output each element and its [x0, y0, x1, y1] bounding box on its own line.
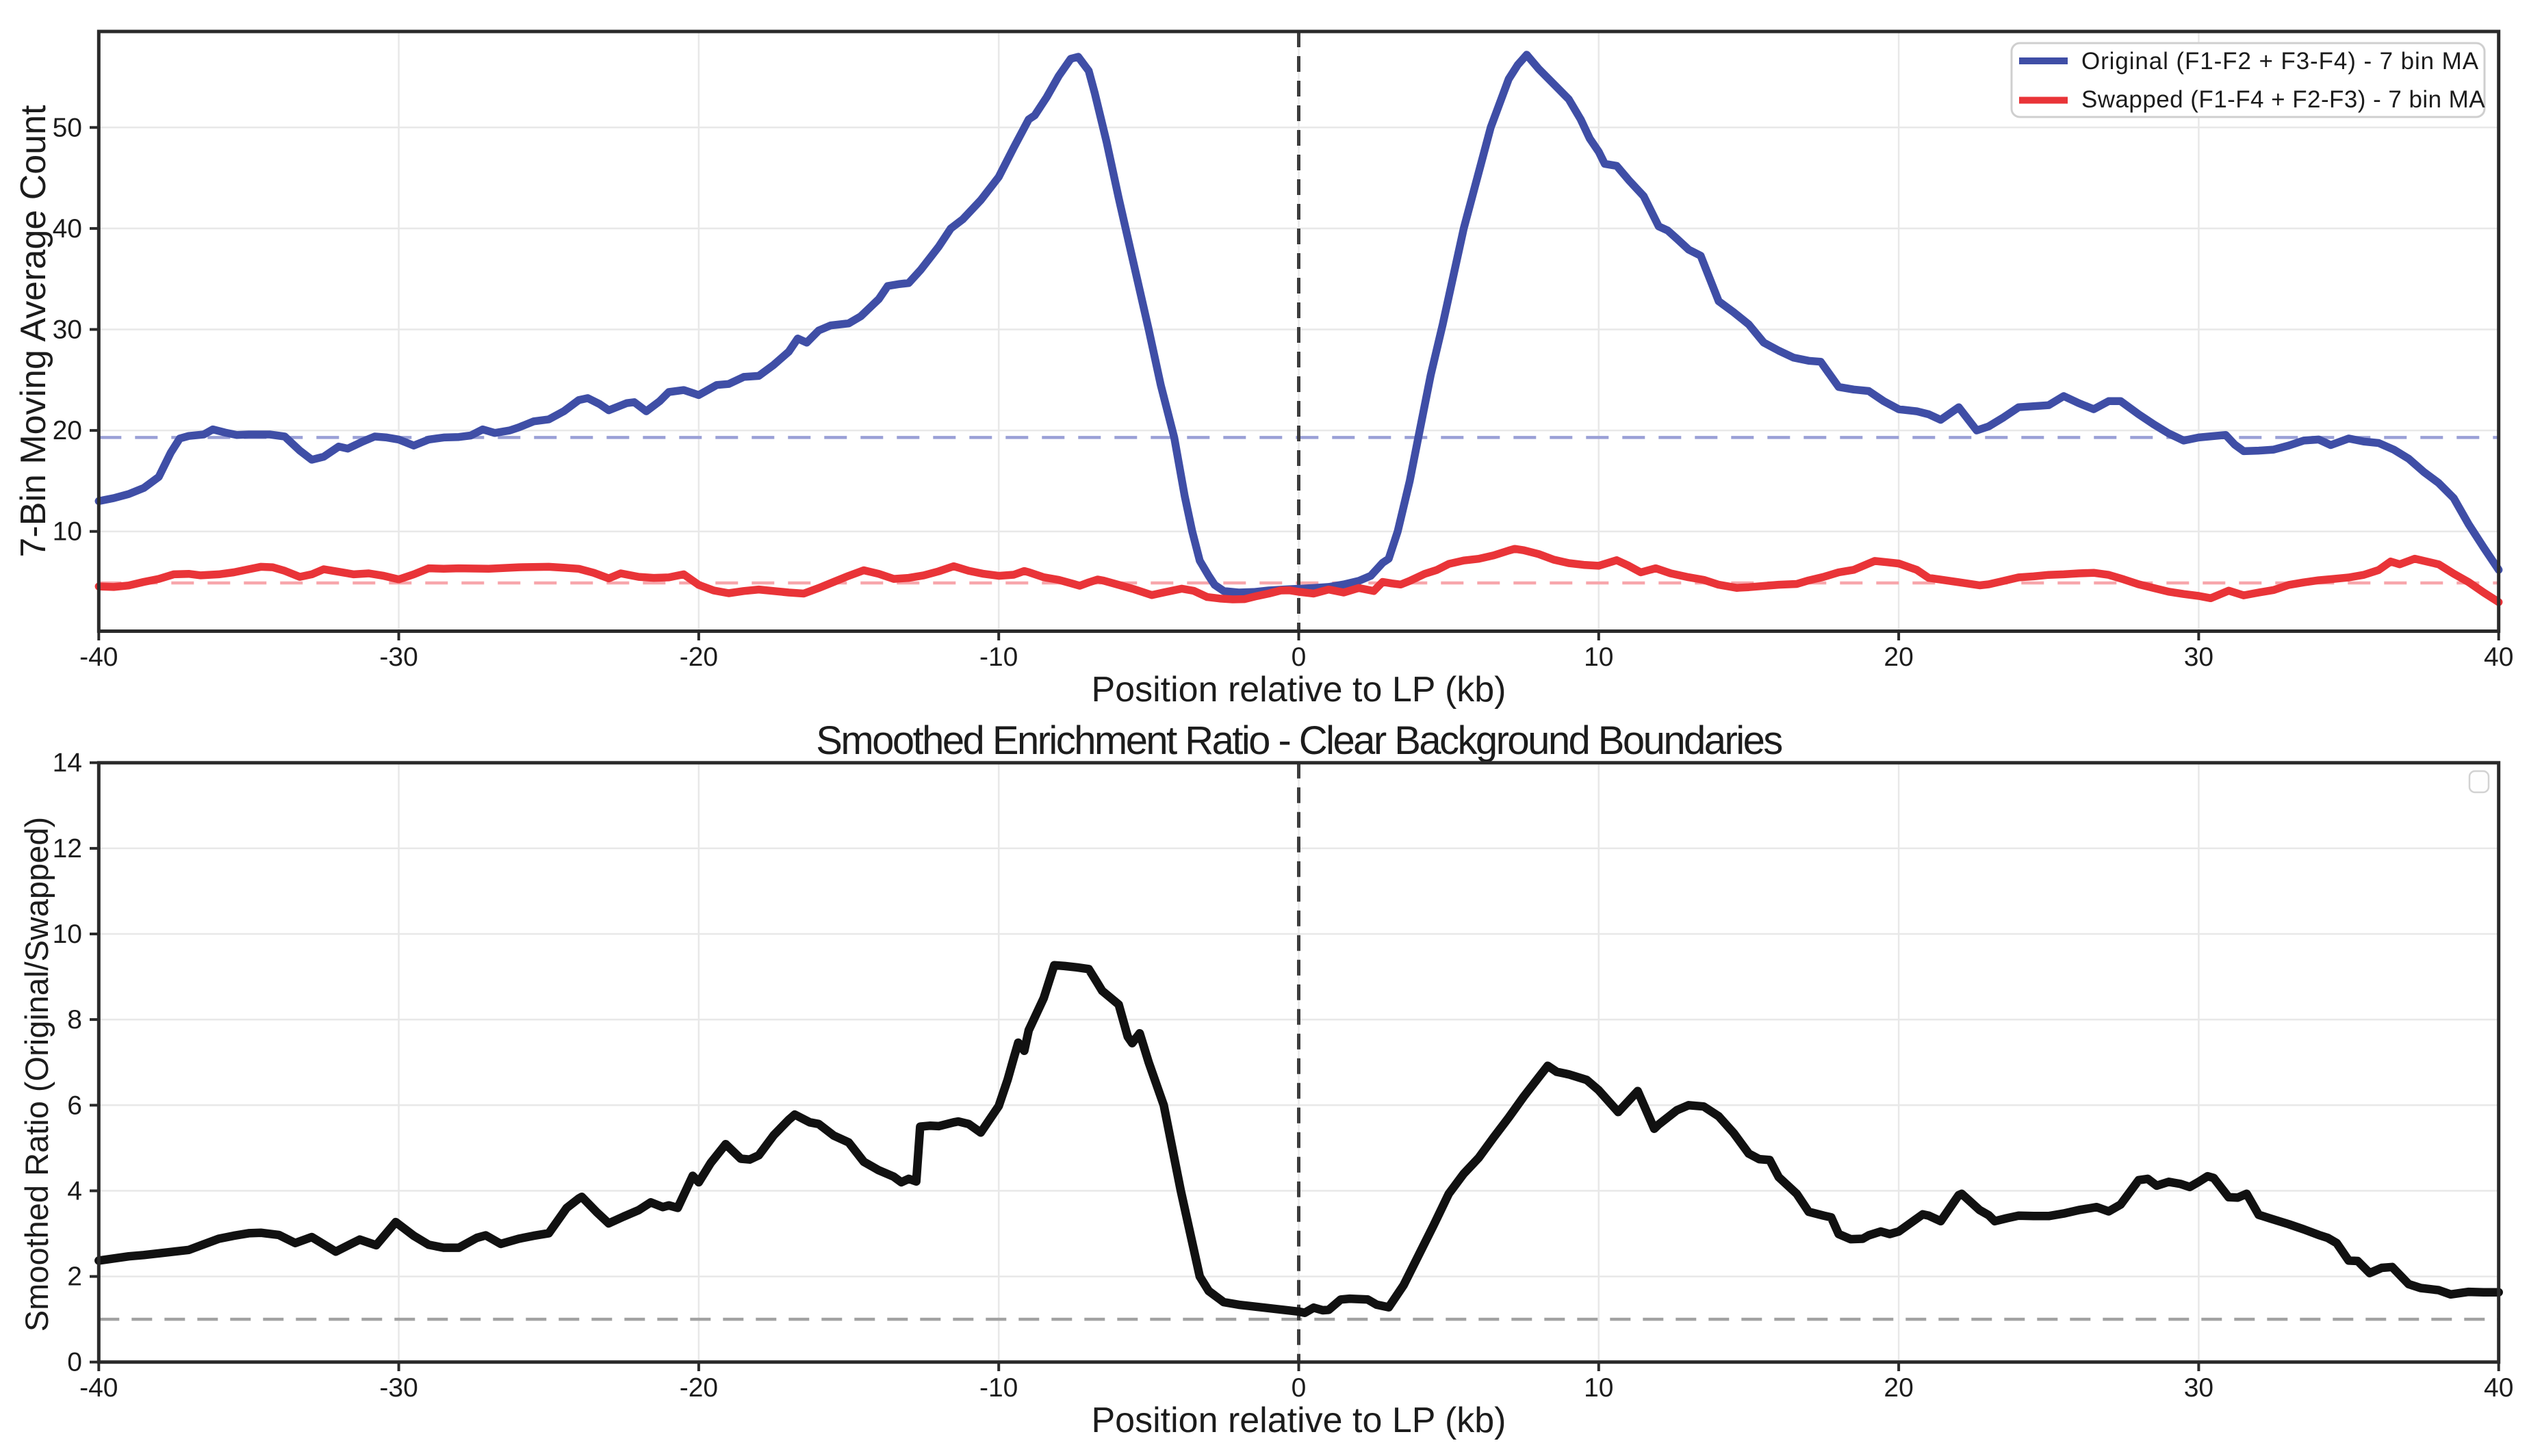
svg-text:8: 8	[67, 1005, 82, 1035]
svg-text:-40: -40	[79, 1373, 118, 1403]
svg-text:Swapped (F1-F4 + F2-F3) - 7 bi: Swapped (F1-F4 + F2-F3) - 7 bin MA	[2081, 86, 2485, 113]
svg-text:20: 20	[1884, 1373, 1913, 1403]
svg-text:Position relative to LP (kb): Position relative to LP (kb)	[1092, 1401, 1506, 1440]
svg-text:2: 2	[67, 1262, 82, 1292]
svg-text:30: 30	[2184, 642, 2213, 672]
svg-text:-40: -40	[79, 642, 118, 672]
svg-text:-30: -30	[379, 642, 418, 672]
svg-text:0: 0	[1292, 642, 1307, 672]
svg-text:10: 10	[1584, 642, 1613, 672]
svg-text:Original (F1-F2 + F3-F4) - 7 b: Original (F1-F2 + F3-F4) - 7 bin MA	[2081, 48, 2479, 75]
svg-text:30: 30	[53, 315, 82, 345]
svg-text:Smoothed Enrichment Ratio - Cl: Smoothed Enrichment Ratio - Clear Backgr…	[816, 718, 1782, 763]
svg-text:12: 12	[53, 834, 82, 863]
svg-text:Smoothed Ratio (Original/Swapp: Smoothed Ratio (Original/Swapped)	[18, 817, 55, 1331]
svg-text:0: 0	[1292, 1373, 1307, 1403]
svg-text:10: 10	[53, 517, 82, 547]
svg-text:-10: -10	[979, 642, 1018, 672]
svg-text:4: 4	[67, 1176, 82, 1206]
svg-text:-10: -10	[979, 1373, 1018, 1403]
svg-text:7-Bin Moving Average Count: 7-Bin Moving Average Count	[14, 105, 53, 558]
svg-text:30: 30	[2184, 1373, 2213, 1403]
svg-text:Position relative to LP (kb): Position relative to LP (kb)	[1092, 670, 1506, 710]
svg-text:40: 40	[53, 214, 82, 244]
svg-text:40: 40	[2484, 1373, 2513, 1403]
svg-text:-20: -20	[680, 642, 718, 672]
svg-text:6: 6	[67, 1091, 82, 1120]
svg-text:10: 10	[1584, 1373, 1613, 1403]
svg-text:40: 40	[2484, 642, 2513, 672]
svg-text:50: 50	[53, 113, 82, 142]
svg-text:-20: -20	[680, 1373, 718, 1403]
svg-text:10: 10	[53, 920, 82, 949]
svg-text:-30: -30	[379, 1373, 418, 1403]
svg-text:0: 0	[67, 1348, 82, 1377]
svg-text:20: 20	[1884, 642, 1913, 672]
svg-text:14: 14	[53, 749, 82, 778]
svg-text:20: 20	[53, 416, 82, 445]
